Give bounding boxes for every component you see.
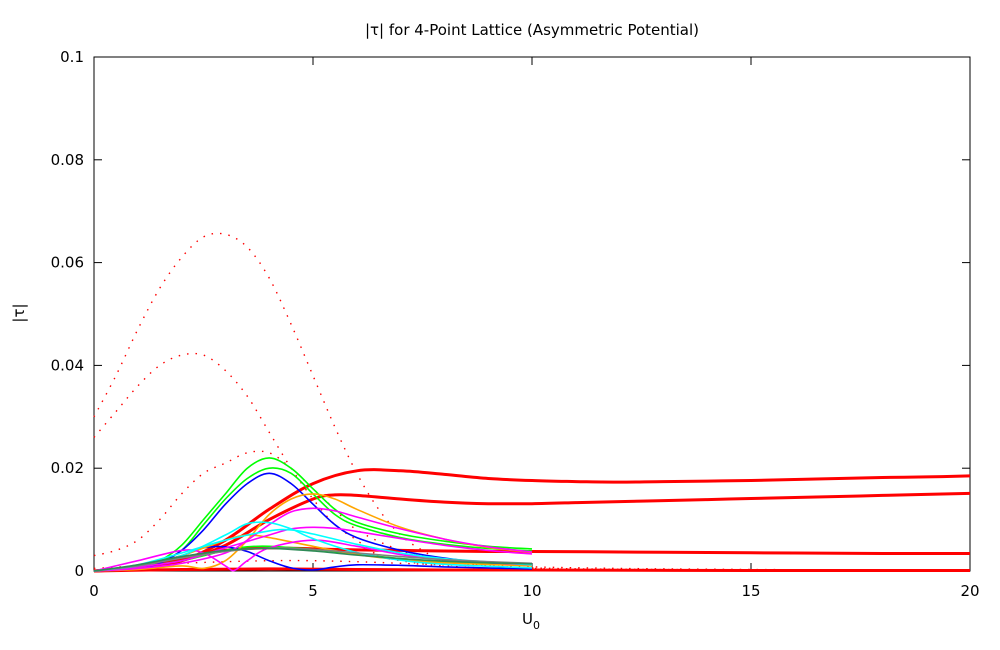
x-tick-label: 5 [308, 582, 318, 600]
series-line-7 [93, 559, 971, 572]
y-axis-label: |τ| [10, 303, 28, 322]
chart-title: |τ| for 4-Point Lattice (Asymmetric Pote… [365, 21, 699, 39]
series-line-1 [93, 491, 971, 573]
x-axis-label-main: U [522, 610, 533, 628]
x-axis-label: U0 [522, 610, 540, 632]
series-line-19 [93, 528, 533, 572]
series-group [93, 232, 971, 573]
series-line-4 [93, 232, 971, 572]
x-tick-label: 20 [960, 582, 979, 600]
x-tick-label: 0 [89, 582, 99, 600]
axis-ticks: 0 5 10 15 20 0 0.02 0.04 0.06 0.08 0.1 [51, 48, 980, 600]
x-tick-label: 10 [522, 582, 541, 600]
x-axis-label-subscript: 0 [533, 619, 540, 632]
x-tick-label: 15 [741, 582, 760, 600]
y-tick-label: 0.1 [60, 48, 84, 66]
series-line-6 [93, 450, 971, 572]
y-tick-label: 0.06 [51, 254, 84, 272]
series-line-0 [93, 468, 971, 573]
series-line-16 [93, 526, 533, 572]
series-line-15 [93, 507, 533, 572]
y-tick-label: 0.04 [51, 356, 84, 374]
y-tick-label: 0.02 [51, 459, 84, 477]
series-line-21 [93, 547, 533, 572]
y-tick-label: 0 [74, 562, 84, 580]
series-line-17 [93, 539, 533, 572]
y-tick-label: 0.08 [51, 151, 84, 169]
series-line-5 [93, 352, 971, 572]
series-line-8 [93, 457, 533, 572]
series-line-20 [93, 547, 533, 572]
